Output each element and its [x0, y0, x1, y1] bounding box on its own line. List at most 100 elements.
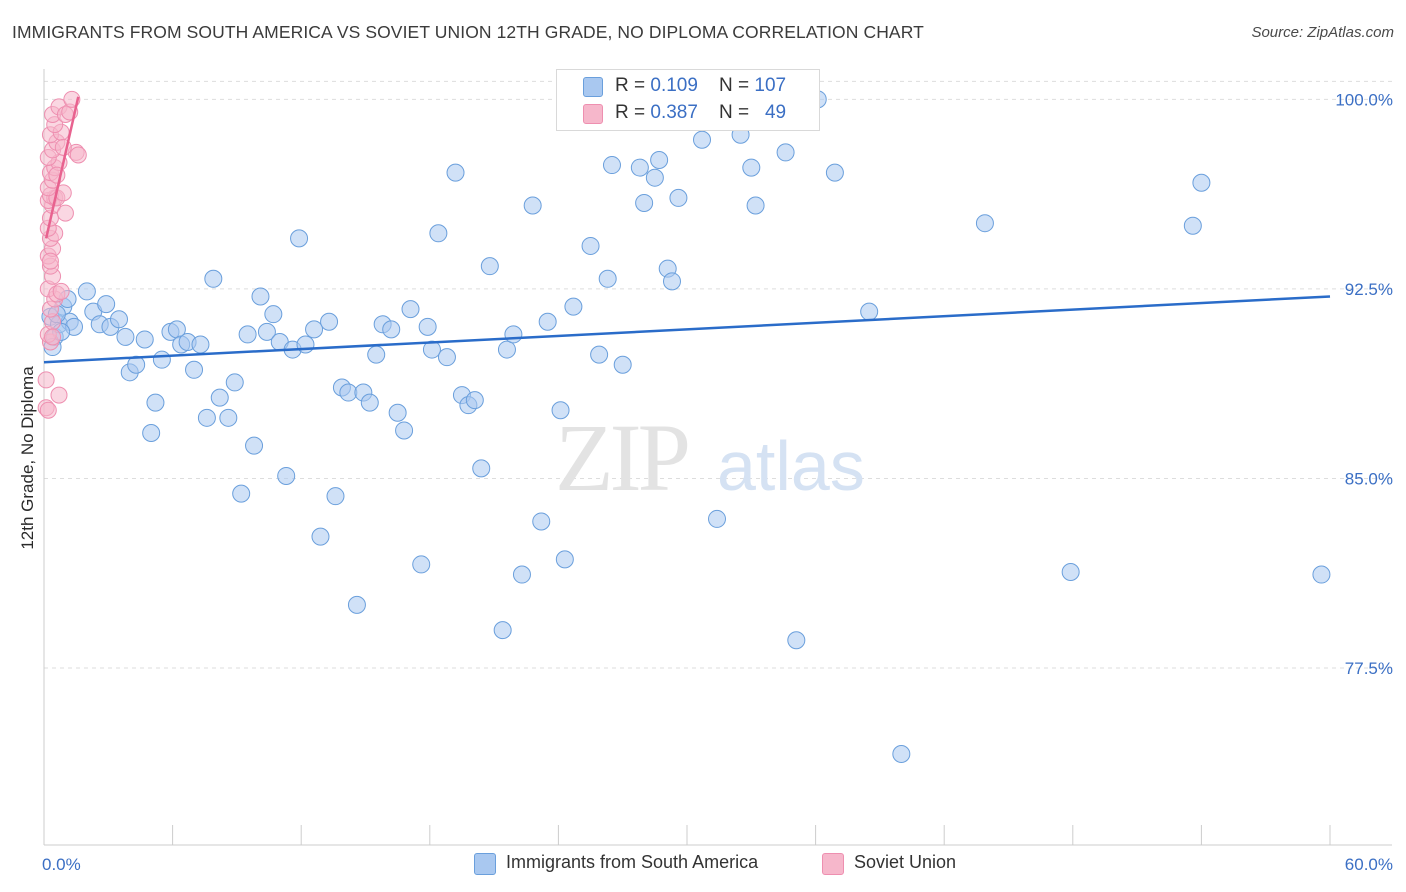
legend-n-label: N =	[719, 102, 755, 123]
data-point-south-america	[437, 348, 456, 367]
data-point-south-america	[645, 168, 664, 187]
data-point-south-america	[311, 527, 330, 546]
data-point-south-america	[613, 355, 632, 374]
data-point-soviet-union	[52, 282, 70, 300]
y-tick-labels: 77.5% 85.0% 92.5% 100.0%	[1335, 90, 1393, 678]
data-point-soviet-union	[56, 204, 74, 222]
gridlines	[44, 80, 1392, 669]
data-point-south-america	[97, 295, 116, 314]
data-point-south-america	[1183, 216, 1202, 235]
data-point-south-america	[360, 393, 379, 412]
data-point-south-america	[339, 383, 358, 402]
data-point-south-america	[581, 236, 600, 255]
data-point-south-america	[512, 565, 531, 584]
data-point-soviet-union	[69, 146, 87, 164]
legend-n-value: 49	[764, 102, 787, 123]
data-point-soviet-union	[39, 401, 57, 419]
legend-n-value: 107	[754, 75, 787, 96]
legend-n-label: N =	[719, 75, 755, 96]
data-point-south-america	[523, 196, 542, 215]
data-point-south-america	[382, 320, 401, 339]
data-point-south-america	[504, 325, 523, 344]
data-point-south-america	[204, 269, 223, 288]
legend-swatch-blue	[583, 77, 603, 97]
data-point-south-america	[401, 300, 420, 319]
data-point-south-america	[232, 484, 251, 503]
data-point-south-america	[630, 158, 649, 177]
y-tick-label: 77.5%	[1345, 659, 1393, 678]
data-point-south-america	[245, 436, 264, 455]
data-point-south-america	[472, 459, 491, 478]
data-point-south-america	[127, 355, 146, 374]
data-point-south-america	[388, 403, 407, 422]
legend-r-value: 0.109	[650, 75, 698, 96]
data-point-south-america	[497, 340, 516, 359]
stats-legend: R = 0.109 N = 107 R = 0.387 N = 49	[556, 69, 820, 131]
data-point-south-america	[1192, 173, 1211, 192]
data-point-south-america	[564, 297, 583, 316]
data-point-south-america	[326, 487, 345, 506]
data-point-south-america	[1312, 565, 1331, 584]
data-point-south-america	[635, 193, 654, 212]
data-point-south-america	[219, 408, 238, 427]
data-point-south-america	[825, 163, 844, 182]
data-point-south-america	[662, 272, 681, 291]
data-point-south-america	[418, 317, 437, 336]
data-point-south-america	[742, 158, 761, 177]
data-point-south-america	[493, 621, 512, 640]
data-point-south-america	[551, 401, 570, 420]
data-point-south-america	[465, 391, 484, 410]
data-point-soviet-union	[37, 371, 55, 389]
data-point-south-america	[892, 745, 911, 764]
data-point-south-america	[191, 335, 210, 354]
data-point-south-america	[860, 302, 879, 321]
trendlines	[43, 96, 1331, 364]
source-credit: Source: ZipAtlas.com	[1251, 24, 1394, 41]
data-point-south-america	[538, 312, 557, 331]
x-tick-labels: 0.0% 60.0%	[42, 855, 1393, 874]
data-point-soviet-union	[44, 328, 62, 346]
data-point-south-america	[264, 305, 283, 324]
legend-r-value: 0.387	[650, 102, 698, 123]
data-point-south-america	[787, 631, 806, 650]
data-point-south-america	[708, 509, 727, 528]
data-point-south-america	[590, 345, 609, 364]
series-soviet-union-points	[37, 90, 87, 419]
data-point-south-america	[185, 360, 204, 379]
data-point-south-america	[1061, 563, 1080, 582]
legend-swatch-pink	[583, 104, 603, 124]
data-point-south-america	[669, 188, 688, 207]
watermark-atlas: atlas	[717, 427, 865, 505]
data-point-south-america	[277, 466, 296, 485]
data-point-south-america	[422, 340, 441, 359]
y-tick-label: 85.0%	[1345, 469, 1393, 488]
y-tick-label: 92.5%	[1345, 280, 1393, 299]
data-point-south-america	[693, 130, 712, 149]
legend-r-label: R =	[615, 75, 651, 96]
data-point-soviet-union	[41, 252, 59, 270]
watermark: ZIP atlas	[555, 404, 865, 511]
data-point-south-america	[532, 512, 551, 531]
watermark-zip: ZIP	[555, 404, 688, 511]
data-point-south-america	[650, 150, 669, 169]
series-south-america-points	[41, 90, 1331, 764]
data-point-south-america	[429, 224, 448, 243]
legend-r-label: R =	[615, 102, 651, 123]
x-tick-label: 0.0%	[42, 855, 81, 874]
data-point-south-america	[347, 595, 366, 614]
data-point-south-america	[555, 550, 574, 569]
data-point-south-america	[480, 257, 499, 276]
data-point-south-america	[251, 287, 270, 306]
x-tick-label: 60.0%	[1345, 855, 1393, 874]
data-point-south-america	[197, 408, 216, 427]
data-point-south-america	[116, 327, 135, 346]
data-point-south-america	[320, 312, 339, 331]
data-point-soviet-union	[50, 386, 68, 404]
data-point-south-america	[305, 320, 324, 339]
data-point-south-america	[367, 345, 386, 364]
bottom-legend-swatch-blue	[474, 853, 496, 875]
data-point-south-america	[238, 325, 257, 344]
bottom-legend-label: Soviet Union	[854, 852, 957, 872]
data-point-south-america	[77, 282, 96, 301]
